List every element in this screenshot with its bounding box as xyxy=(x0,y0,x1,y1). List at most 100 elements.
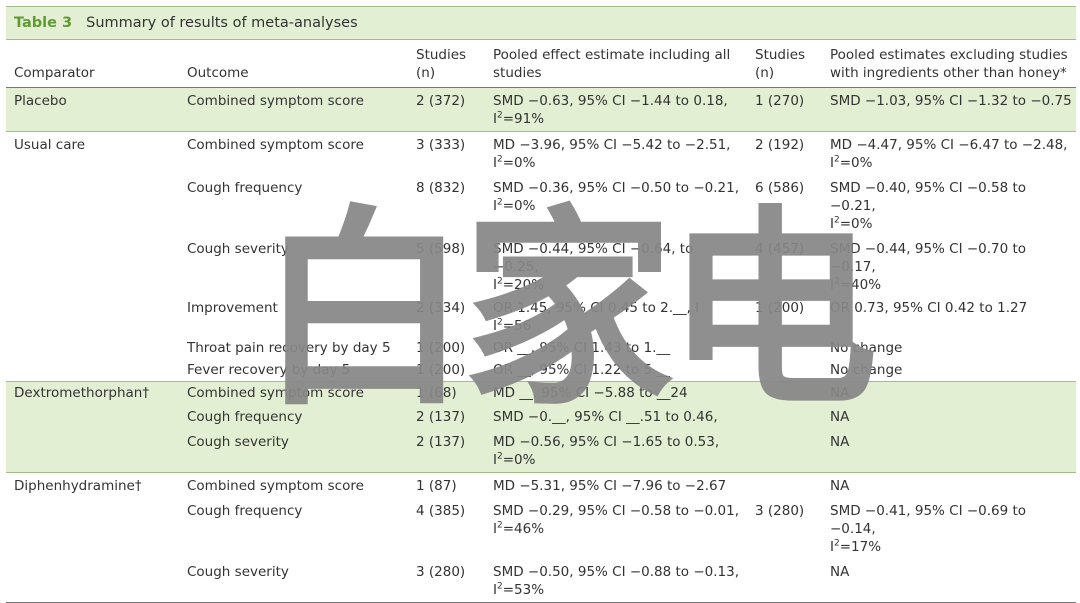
i2-value: =53% xyxy=(502,582,545,598)
header-row: Comparator Outcome Studies (n) Pooled ef… xyxy=(6,41,1076,88)
estimate-cell: OR __, 95% CI 1.22 to 5.__ xyxy=(485,359,747,382)
i2-value: =0% xyxy=(839,155,873,171)
estimate-cell-text: MD −0.56, 95% CI −1.65 to 0.53, xyxy=(493,434,720,450)
comparator-cell: Diphenhydramine† xyxy=(6,473,179,499)
i2-value: =0% xyxy=(502,198,536,214)
table-row: Cough severity 3 (280) SMD −0.50, 95% CI −… xyxy=(6,559,1076,603)
comparator-cell xyxy=(6,404,179,429)
i2-value: =46% xyxy=(502,521,545,537)
estimate-cell-text: OR __, 95% CI 1.43 to 1.__ xyxy=(493,340,670,356)
table-title-bar: Table 3 Summary of results of meta-analy… xyxy=(6,6,1076,40)
estimate-excl-cell: NA xyxy=(822,404,1076,429)
i2-value: =56 xyxy=(502,318,532,334)
estimate-excl-cell-text: NA xyxy=(830,409,850,425)
studies-excl-cell xyxy=(747,559,822,603)
studies-cell: 2 (372) xyxy=(408,87,485,132)
studies-excl-cell-text: 6 (586) xyxy=(755,180,805,196)
estimate-excl-cell: SMD −0.41, 95% CI −0.69 to −0.14, I2=17% xyxy=(822,498,1076,559)
table-row: Fever recovery by day 5 1 (200) OR __, 95%… xyxy=(6,359,1076,382)
studies-excl-cell: 2 (192) xyxy=(747,132,822,176)
estimate-cell-text: OR 1.45, 95% CI 0.45 to 2.__, I xyxy=(493,300,700,316)
outcome-cell: Cough severity xyxy=(179,559,408,603)
estimate-excl-cell: SMD −0.44, 95% CI −0.70 to −0.17, I2=40% xyxy=(822,236,1076,297)
i2-label: I2 xyxy=(830,538,840,555)
i2-label: I2 xyxy=(830,276,840,293)
studies-cell-text: 1 (200) xyxy=(416,340,466,356)
estimate-cell: OR 1.45, 95% CI 0.45 to 2.__, I I2=56 xyxy=(485,297,747,337)
estimate-excl-cell-text: OR 0.73, 95% CI 0.42 to 1.27 xyxy=(830,300,1028,316)
studies-cell: 8 (832) xyxy=(408,175,485,236)
estimate-excl-cell-text: SMD −0.41, 95% CI −0.69 to −0.14, xyxy=(830,503,1027,537)
outcome-cell: Cough frequency xyxy=(179,404,408,429)
outcome-cell-text: Combined symptom score xyxy=(187,93,364,109)
header-studies-excl: Studies (n) xyxy=(755,47,806,81)
i2-value: =0% xyxy=(502,452,536,468)
studies-cell: 3 (280) xyxy=(408,559,485,603)
estimate-cell: MD −5.31, 95% CI −7.96 to −2.67 xyxy=(485,473,747,499)
estimate-excl-cell: SMD −1.03, 95% CI −1.32 to −0.75 xyxy=(822,87,1076,132)
estimate-cell: SMD −0.44, 95% CI −0.64, to −0.25, I2=20% xyxy=(485,236,747,297)
estimate-excl-cell-text: NA xyxy=(830,478,850,494)
estimate-excl-cell: MD −4.47, 95% CI −6.47 to −2.48, I2=0% xyxy=(822,132,1076,176)
estimate-cell-text: SMD −0.__, 95% CI __.51 to 0.46, xyxy=(493,409,718,425)
outcome-cell-text: Combined symptom score xyxy=(187,137,364,153)
studies-cell-text: 2 (137) xyxy=(416,434,466,450)
comparator-cell: Placebo xyxy=(6,87,179,132)
studies-cell: 2 (334) xyxy=(408,297,485,337)
table-row: Cough severity 2 (137) MD −0.56, 95% CI −1… xyxy=(6,429,1076,473)
comparator-cell-text: Dextromethorphan† xyxy=(14,385,150,401)
studies-excl-cell xyxy=(747,359,822,382)
outcome-cell-text: Combined symptom score xyxy=(187,478,364,494)
studies-cell: 1 (200) xyxy=(408,359,485,382)
comparator-cell: Usual care xyxy=(6,132,179,176)
i2-value: =20% xyxy=(502,277,545,293)
studies-excl-cell: 6 (586) xyxy=(747,175,822,236)
studies-cell: 5 (598) xyxy=(408,236,485,297)
outcome-cell: Cough frequency xyxy=(179,498,408,559)
outcome-cell-text: Cough severity xyxy=(187,564,289,580)
estimate-excl-cell: NA xyxy=(822,559,1076,603)
studies-cell: 3 (333) xyxy=(408,132,485,176)
outcome-cell: Combined symptom score xyxy=(179,473,408,499)
studies-excl-cell: 3 (280) xyxy=(747,498,822,559)
comparator-cell: Dextromethorphan† xyxy=(6,381,179,404)
i2-label: I2 xyxy=(830,154,840,171)
comparator-cell xyxy=(6,498,179,559)
estimate-cell-text: MD __, 95% CI −5.88 to __24 xyxy=(493,385,688,401)
estimate-cell: MD −3.96, 95% CI −5.42 to −2.51, I2=0% xyxy=(485,132,747,176)
table-row: Cough frequency 4 (385) SMD −0.29, 95% CI … xyxy=(6,498,1076,559)
table-row: Placebo Combined symptom score 2 (372) SMD … xyxy=(6,87,1076,132)
table-row: Usual care Combined symptom score 3 (333) M… xyxy=(6,132,1076,176)
studies-excl-cell xyxy=(747,404,822,429)
i2-value: =17% xyxy=(839,539,882,555)
header-outcome: Outcome xyxy=(187,65,249,81)
table-row: Dextromethorphan† Combined symptom score 1… xyxy=(6,381,1076,404)
estimate-excl-cell-text: NA xyxy=(830,434,850,450)
estimate-cell: MD −0.56, 95% CI −1.65 to 0.53, I2=0% xyxy=(485,429,747,473)
outcome-cell-text: Improvement xyxy=(187,300,278,316)
i2-value: =0% xyxy=(839,216,873,232)
results-table: Comparator Outcome Studies (n) Pooled ef… xyxy=(6,41,1076,603)
estimate-cell: MD __, 95% CI −5.88 to __24 xyxy=(485,381,747,404)
outcome-cell: Cough frequency xyxy=(179,175,408,236)
estimate-excl-cell: No change xyxy=(822,359,1076,382)
outcome-cell: Improvement xyxy=(179,297,408,337)
outcome-cell: Fever recovery by day 5 xyxy=(179,359,408,382)
studies-cell-text: 1 (68) xyxy=(416,385,457,401)
studies-excl-cell: 4 (457) xyxy=(747,236,822,297)
outcome-cell-text: Cough severity xyxy=(187,434,289,450)
estimate-excl-cell-text: NA xyxy=(830,564,850,580)
i2-value: =40% xyxy=(839,277,882,293)
studies-excl-cell: 1 (200) xyxy=(747,297,822,337)
studies-excl-cell-text: 3 (280) xyxy=(755,503,805,519)
estimate-cell-text: SMD −0.63, 95% CI −1.44 to 0.18, xyxy=(493,93,728,109)
outcome-cell-text: Combined symptom score xyxy=(187,385,364,401)
estimate-excl-cell-text: SMD −1.03, 95% CI −1.32 to −0.75 xyxy=(830,93,1072,109)
studies-cell: 2 (137) xyxy=(408,429,485,473)
group-placebo: Placebo Combined symptom score 2 (372) SMD … xyxy=(6,87,1076,132)
studies-cell-text: 3 (333) xyxy=(416,137,466,153)
estimate-excl-cell: No change xyxy=(822,337,1076,359)
outcome-cell-text: Cough frequency xyxy=(187,409,303,425)
i2-label: I2 xyxy=(493,110,503,127)
studies-cell: 1 (68) xyxy=(408,381,485,404)
